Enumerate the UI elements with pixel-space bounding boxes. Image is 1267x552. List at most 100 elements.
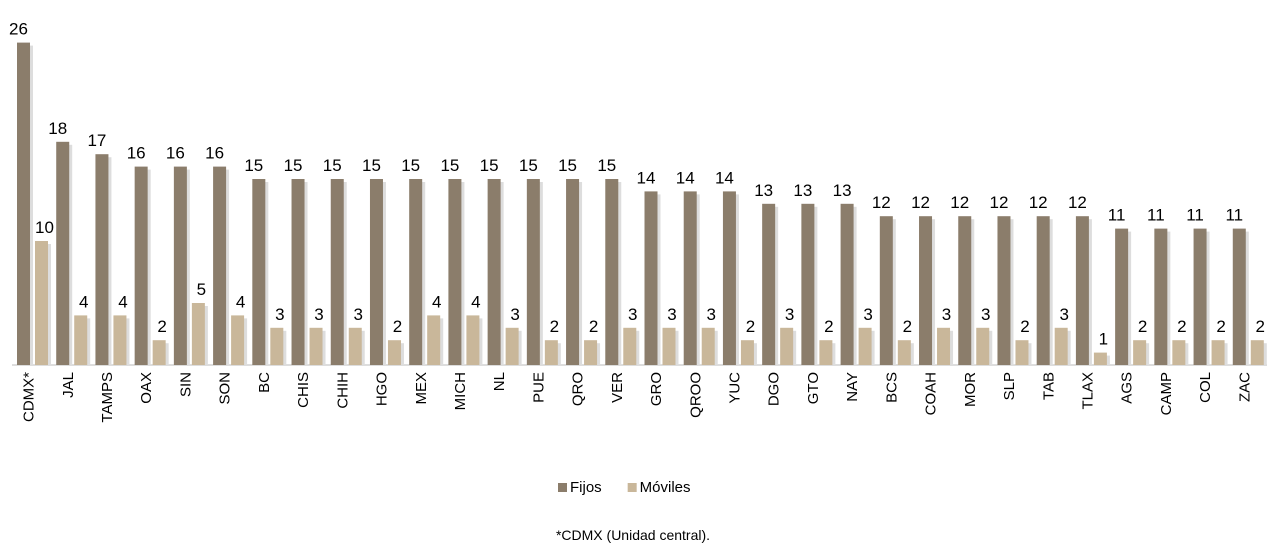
x-tick-label: PUE bbox=[530, 372, 547, 403]
footnote: *CDMX (Unidad central). bbox=[556, 527, 710, 543]
x-tick-label: MICH bbox=[452, 372, 469, 410]
bar bbox=[623, 327, 637, 365]
data-label: 12 bbox=[1029, 193, 1048, 212]
x-tick-label: CDMX* bbox=[21, 372, 38, 422]
data-label: 4 bbox=[432, 292, 441, 311]
x-tick-label: QROO bbox=[687, 372, 704, 418]
data-label: 3 bbox=[1059, 305, 1068, 324]
legend-swatch bbox=[627, 483, 637, 492]
data-label: 3 bbox=[314, 305, 323, 324]
data-label: 2 bbox=[157, 317, 166, 336]
x-tick-label: YUC bbox=[727, 372, 744, 404]
data-label: 12 bbox=[950, 193, 969, 212]
bar bbox=[1154, 228, 1168, 365]
legend-swatch bbox=[558, 483, 567, 492]
bar bbox=[270, 327, 284, 365]
bar bbox=[605, 179, 619, 365]
bar bbox=[448, 179, 462, 365]
bar bbox=[1093, 352, 1107, 365]
data-label: 3 bbox=[628, 305, 637, 324]
data-label: 5 bbox=[197, 280, 206, 299]
data-label: 11 bbox=[1186, 206, 1204, 225]
data-label: 11 bbox=[1147, 206, 1165, 225]
bar bbox=[819, 340, 833, 365]
data-label: 18 bbox=[48, 119, 67, 138]
data-label: 2 bbox=[1177, 317, 1186, 336]
x-tick-label: SON bbox=[217, 372, 234, 405]
legend-label: Móviles bbox=[640, 479, 691, 496]
data-label: 15 bbox=[558, 156, 577, 175]
x-tick-label: BC bbox=[256, 372, 273, 393]
data-label: 2 bbox=[589, 317, 598, 336]
x-tick-label: JAL bbox=[60, 372, 77, 398]
bar bbox=[1193, 228, 1207, 365]
data-label: 12 bbox=[1068, 193, 1087, 212]
data-label: 10 bbox=[35, 218, 54, 237]
data-label: 2 bbox=[1256, 317, 1265, 336]
x-tick-label: COAH bbox=[923, 372, 940, 415]
bar bbox=[1075, 216, 1089, 365]
bar bbox=[1211, 340, 1225, 365]
x-tick-label: DGO bbox=[766, 372, 783, 406]
x-tick-label: OAX bbox=[138, 372, 155, 404]
data-label: 2 bbox=[393, 317, 402, 336]
bar bbox=[644, 191, 658, 365]
bar bbox=[701, 327, 715, 365]
bar bbox=[526, 179, 540, 365]
data-label: 11 bbox=[1108, 206, 1126, 225]
data-label: 3 bbox=[275, 305, 284, 324]
bar bbox=[544, 340, 558, 365]
bar bbox=[1036, 216, 1050, 365]
bar bbox=[1115, 228, 1129, 365]
bar bbox=[662, 327, 676, 365]
bar bbox=[213, 166, 227, 365]
bar bbox=[35, 241, 48, 365]
data-label: 15 bbox=[362, 156, 381, 175]
x-tick-label: CHIH bbox=[334, 372, 351, 409]
bar bbox=[566, 179, 580, 365]
bar bbox=[1172, 340, 1186, 365]
bar bbox=[1133, 340, 1147, 365]
x-tick-label: NAY bbox=[844, 372, 861, 402]
x-tick-label: GRO bbox=[648, 372, 665, 406]
data-label: 3 bbox=[942, 305, 951, 324]
x-tick-label: COL bbox=[1197, 372, 1214, 403]
data-label: 16 bbox=[166, 144, 185, 163]
data-label: 4 bbox=[79, 292, 88, 311]
data-label: 3 bbox=[510, 305, 519, 324]
data-label: 11 bbox=[1225, 206, 1243, 225]
bar bbox=[134, 166, 148, 365]
bar bbox=[858, 327, 872, 365]
x-tick-label: MOR bbox=[962, 372, 979, 407]
data-label: 4 bbox=[471, 292, 480, 311]
data-label: 2 bbox=[1020, 317, 1029, 336]
bar bbox=[976, 327, 990, 365]
data-label: 14 bbox=[715, 168, 734, 187]
data-label: 12 bbox=[911, 193, 930, 212]
bar bbox=[74, 315, 88, 365]
data-label: 3 bbox=[354, 305, 363, 324]
data-label: 15 bbox=[440, 156, 459, 175]
bar bbox=[937, 327, 951, 365]
data-label: 3 bbox=[981, 305, 990, 324]
bar bbox=[113, 315, 127, 365]
bar bbox=[191, 303, 205, 365]
data-label: 15 bbox=[284, 156, 303, 175]
x-tick-label: QRO bbox=[570, 372, 587, 406]
x-tick-label: BCS bbox=[883, 372, 900, 403]
data-label: 2 bbox=[1138, 317, 1147, 336]
bar bbox=[801, 203, 815, 365]
data-label: 2 bbox=[746, 317, 755, 336]
data-label: 3 bbox=[863, 305, 872, 324]
bar bbox=[173, 166, 187, 365]
bar bbox=[897, 340, 911, 365]
bar bbox=[840, 203, 854, 365]
data-label: 26 bbox=[9, 20, 28, 39]
data-label: 15 bbox=[244, 156, 263, 175]
bar bbox=[427, 315, 441, 365]
data-label: 15 bbox=[480, 156, 499, 175]
bar bbox=[1054, 327, 1068, 365]
data-label: 1 bbox=[1099, 330, 1108, 349]
bar bbox=[309, 327, 323, 365]
